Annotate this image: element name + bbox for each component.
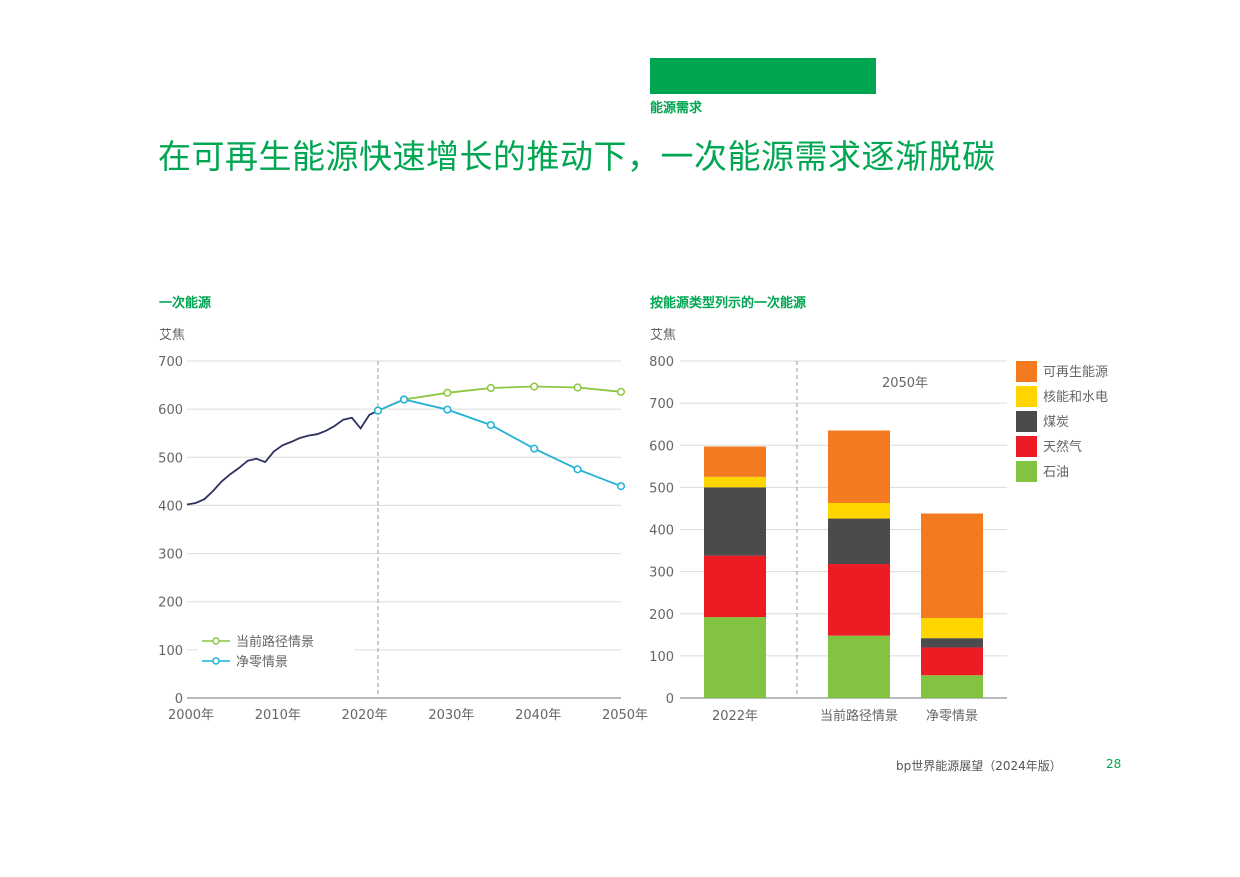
line-legend-box <box>198 629 354 675</box>
line-legend-marker <box>212 657 220 665</box>
line-y-tick-label: 400 <box>158 499 183 514</box>
bar-group-label: 2050年 <box>882 376 928 391</box>
bar-category-label: 当前路径情景 <box>820 708 898 724</box>
bar-segment <box>828 635 890 698</box>
bar-segment <box>921 647 983 676</box>
series-point-0 <box>616 387 626 396</box>
bar-y-tick-label: 600 <box>649 439 674 454</box>
line-y-tick-label: 500 <box>158 451 183 466</box>
line-chart-title: 一次能源 <box>159 296 212 311</box>
bar-segment <box>921 638 983 648</box>
series-point-1 <box>616 482 626 491</box>
bar-segment <box>704 555 766 618</box>
line-legend-marker <box>212 637 220 645</box>
line-x-tick-label: 2040年 <box>515 708 561 723</box>
series-line-0 <box>377 385 622 412</box>
bar-segment <box>704 446 766 477</box>
line-x-tick-label: 2050年 <box>602 708 648 723</box>
section-color-bar <box>650 58 876 94</box>
section-label: 能源需求 <box>650 101 703 116</box>
bar-y-tick-label: 400 <box>649 524 674 539</box>
history-line <box>186 409 379 506</box>
bar-segment <box>828 564 890 636</box>
line-x-tick-label: 2000年 <box>168 708 214 723</box>
series-point-1 <box>373 406 383 415</box>
bar-y-tick-label: 700 <box>649 397 674 412</box>
bar-legend-swatch <box>1016 461 1037 482</box>
line-y-tick-label: 200 <box>158 596 183 611</box>
bar-segment <box>921 617 983 639</box>
footer-source: bp世界能源展望（2024年版） <box>896 759 1062 773</box>
page-title: 在可再生能源快速增长的推动下，一次能源需求逐渐脱碳 <box>158 137 996 176</box>
bar-y-tick-label: 300 <box>649 566 674 581</box>
line-x-tick-label: 2020年 <box>342 708 388 723</box>
bar-legend-label: 天然气 <box>1043 439 1082 455</box>
series-point-0 <box>486 383 495 393</box>
bar-legend-label: 可再生能源 <box>1043 365 1108 380</box>
line-x-tick-label: 2010年 <box>255 708 301 723</box>
line-chart-unit: 艾焦 <box>159 328 186 343</box>
line-y-tick-label: 700 <box>158 355 183 370</box>
series-point-0 <box>530 382 539 391</box>
line-legend-label: 净零情景 <box>236 655 288 670</box>
line-x-tick-label: 2030年 <box>428 708 474 723</box>
bar-legend-label: 石油 <box>1043 465 1069 480</box>
bar-segment <box>704 476 766 488</box>
line-legend-label: 当前路径情景 <box>236 634 314 650</box>
bar-legend-swatch <box>1016 361 1037 382</box>
bar-legend-swatch <box>1016 411 1037 432</box>
series-point-0 <box>573 383 582 392</box>
bar-category-label: 2022年 <box>712 709 758 724</box>
bar-segment <box>828 502 890 519</box>
bar-chart-title: 按能源类型列示的一次能源 <box>650 296 807 311</box>
line-y-tick-label: 600 <box>158 403 183 418</box>
bar-segment <box>828 430 890 503</box>
bar-legend-swatch <box>1016 386 1037 407</box>
series-point-1 <box>486 420 495 430</box>
bar-legend-swatch <box>1016 436 1037 457</box>
bar-legend-label: 煤炭 <box>1043 415 1069 430</box>
bar-segment <box>704 487 766 556</box>
bar-category-label: 净零情景 <box>926 709 978 724</box>
series-point-1 <box>399 395 409 404</box>
bar-segment <box>704 617 766 698</box>
bar-y-tick-label: 500 <box>649 481 674 496</box>
page-number: 28 <box>1106 757 1122 771</box>
line-y-tick-label: 0 <box>175 692 183 707</box>
bar-y-tick-label: 0 <box>666 692 674 707</box>
line-y-tick-label: 300 <box>158 548 183 563</box>
bar-y-tick-label: 200 <box>649 608 674 623</box>
series-point-1 <box>443 405 452 414</box>
bar-segment <box>828 518 890 565</box>
bar-segment <box>921 675 983 698</box>
bar-segment <box>921 513 983 618</box>
bar-chart-unit: 艾焦 <box>650 328 677 343</box>
bar-y-tick-label: 100 <box>649 650 674 665</box>
bar-y-tick-label: 800 <box>649 355 674 370</box>
bar-legend-label: 核能和水电 <box>1043 390 1108 405</box>
series-line-1 <box>377 398 622 488</box>
series-point-1 <box>573 465 582 474</box>
series-point-0 <box>443 388 452 397</box>
series-point-1 <box>530 444 539 453</box>
line-y-tick-label: 100 <box>158 644 183 659</box>
